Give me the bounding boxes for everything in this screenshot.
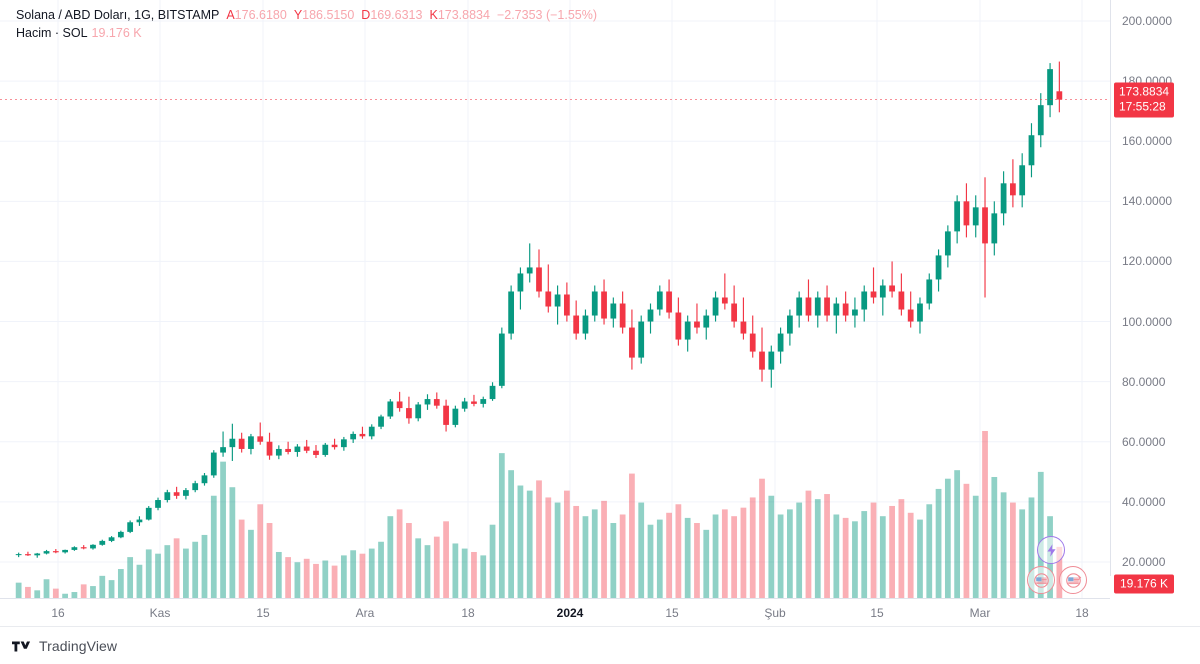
branding-bar: TradingView <box>0 626 1200 664</box>
price-tick: 200.0000 <box>1122 14 1173 29</box>
chart-plot-area[interactable] <box>0 0 1110 598</box>
time-tick: 16 <box>51 606 65 620</box>
price-tick: 160.0000 <box>1122 134 1173 149</box>
flag-badge-icon <box>1033 572 1049 588</box>
time-tick: 18 <box>1075 606 1089 620</box>
time-tick: 18 <box>461 606 475 620</box>
flag-badge-button-right[interactable] <box>1059 566 1087 594</box>
time-tick: 15 <box>665 606 679 620</box>
time-tick: Kas <box>149 606 171 620</box>
price-scale-divider <box>1110 0 1111 576</box>
lightning-bolt-icon <box>1046 543 1056 557</box>
volume-bars <box>15 430 1063 598</box>
tradingview-logo-glyph <box>12 641 31 651</box>
price-tick: 60.0000 <box>1122 434 1166 449</box>
time-scale[interactable]: 16 Kas 15 Ara 18 2024 15 Şub 15 Mar 18 <box>0 598 1110 626</box>
tradingview-logo-icon <box>12 640 32 653</box>
price-tick: 140.0000 <box>1122 194 1173 209</box>
flag-badge-icon <box>1065 572 1081 588</box>
time-tick: Şub <box>764 606 786 620</box>
current-volume-badge: 19.176 K <box>1114 574 1175 594</box>
lightning-bolt-button[interactable] <box>1037 536 1065 564</box>
time-tick: 15 <box>256 606 270 620</box>
price-tick: 100.0000 <box>1122 314 1173 329</box>
tradingview-wordmark: TradingView <box>39 638 118 654</box>
time-tick: Mar <box>969 606 991 620</box>
current-price-value: 173.8834 <box>1119 84 1170 99</box>
current-price-badge: 173.8834 17:55:28 <box>1114 82 1175 118</box>
time-scale-divider <box>0 598 1110 599</box>
price-tick: 20.0000 <box>1122 554 1166 569</box>
current-price-countdown: 17:55:28 <box>1119 99 1166 114</box>
price-tick: 40.0000 <box>1122 494 1166 509</box>
time-tick: 2024 <box>556 606 584 620</box>
price-tick: 80.0000 <box>1122 374 1166 389</box>
flag-badge-button-left[interactable] <box>1027 566 1055 594</box>
price-tick: 120.0000 <box>1122 254 1173 269</box>
time-tick: 15 <box>870 606 884 620</box>
price-scale[interactable]: 200.0000180.0000160.0000140.0000120.0000… <box>1110 0 1200 620</box>
chart-canvas <box>0 0 1110 598</box>
candlestick-series <box>15 61 1063 558</box>
time-tick: Ara <box>355 606 375 620</box>
